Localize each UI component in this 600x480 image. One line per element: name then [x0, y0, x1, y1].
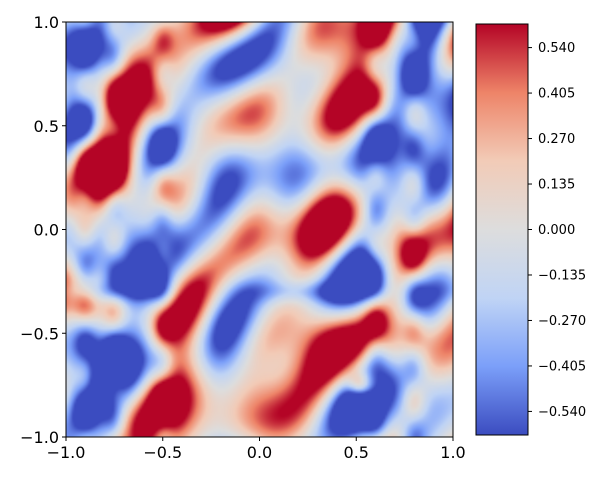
y-tick-label: −0.5: [20, 324, 59, 343]
colorbar-tick-label: −0.270: [538, 314, 586, 329]
colorbar-tick-label: 0.270: [538, 132, 575, 147]
x-tick-label: −0.5: [143, 443, 182, 462]
y-tick-label: −1.0: [20, 428, 59, 447]
x-tick-label: 1.0: [440, 443, 465, 462]
x-axis: −1.0 −0.5 0.0 0.5 1.0: [47, 437, 466, 462]
colorbar-tick-label: 0.135: [538, 178, 575, 193]
colorbar-tick-label: −0.405: [538, 359, 586, 374]
colorbar-tick-label: 0.000: [538, 223, 575, 238]
colorbar-tick-label: −0.540: [538, 405, 586, 420]
colorbar-tick-label: 0.540: [538, 41, 575, 56]
plot-area: [65, 21, 454, 438]
heatmap-field: [66, 22, 453, 437]
colorbar: 0.540 0.405 0.270 0.135 0.000 −0.135 −0.270 −0.…: [475, 23, 586, 436]
colorbar-tick-label: −0.135: [538, 268, 586, 283]
x-tick-label: −1.0: [47, 443, 86, 462]
y-tick-label: 0.0: [34, 221, 59, 240]
x-tick-label: 0.5: [344, 443, 369, 462]
y-tick-label: 1.0: [34, 13, 59, 32]
y-tick-label: 0.5: [34, 117, 59, 136]
colorbar-gradient: [475, 23, 529, 436]
colorbar-tick-label: 0.405: [538, 87, 575, 102]
y-axis: −1.0 −0.5 0.0 0.5 1.0: [20, 13, 66, 447]
x-tick-label: 0.0: [247, 443, 272, 462]
colorbar-ticks: 0.540 0.405 0.270 0.135 0.000 −0.135 −0.270 −0.…: [528, 41, 586, 420]
